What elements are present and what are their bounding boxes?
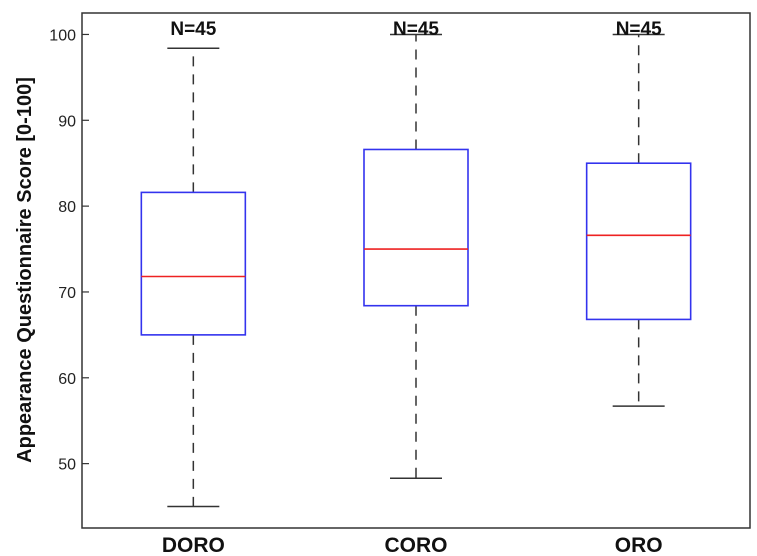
iqr-box: [585, 162, 692, 321]
y-tick-label: 70: [58, 285, 76, 302]
y-tick-label: 50: [58, 457, 76, 474]
box-series: N=45 N=45 N=45: [140, 19, 692, 508]
iqr-box: [363, 148, 469, 307]
y-tick-label: 100: [49, 27, 76, 44]
y-axis: 50 60 70 80 90 100: [49, 27, 89, 474]
y-tick-label: 90: [58, 113, 76, 130]
plot-area-frame: [81, 12, 751, 529]
x-axis: DORO CORO ORO: [162, 534, 663, 556]
box-coro: N=45: [363, 19, 469, 479]
x-category-label: ORO: [615, 534, 663, 556]
y-axis-label: Appearance Questionnaire Score [0-100]: [14, 77, 36, 463]
sample-size-label: N=45: [616, 19, 662, 40]
y-tick-label: 80: [58, 199, 76, 216]
iqr-box: [140, 191, 247, 336]
box-oro: N=45: [585, 19, 692, 407]
sample-size-label: N=45: [170, 19, 216, 40]
x-category-label: CORO: [385, 534, 448, 556]
box-doro: N=45: [140, 19, 247, 508]
sample-size-label: N=45: [393, 19, 439, 40]
x-category-label: DORO: [162, 534, 225, 556]
y-tick-label: 60: [58, 371, 76, 388]
